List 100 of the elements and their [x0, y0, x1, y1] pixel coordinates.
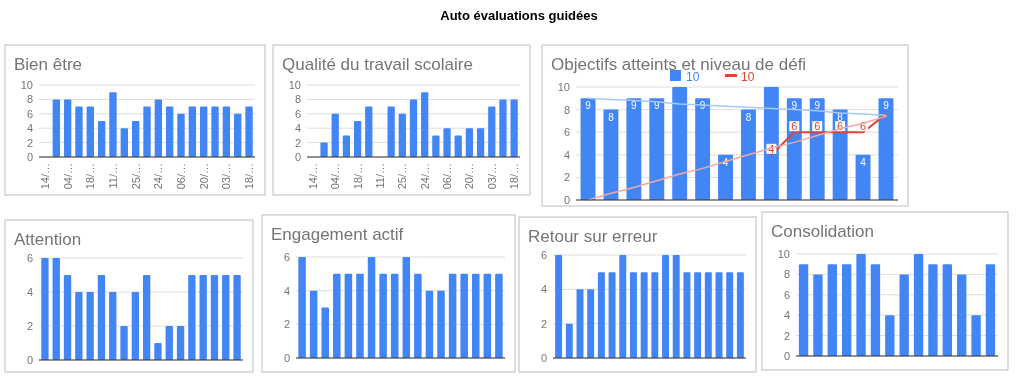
bar [353, 121, 362, 157]
bar [154, 343, 162, 360]
data-label: 9 [883, 100, 890, 112]
y-tick-label: 2 [783, 329, 790, 342]
y-tick-label: 4 [540, 283, 547, 296]
bar [704, 272, 712, 358]
bar [97, 121, 106, 157]
bar [321, 307, 329, 358]
bar [63, 99, 72, 157]
y-tick-label: 2 [563, 171, 570, 184]
bar [188, 275, 196, 360]
bar [120, 326, 128, 360]
bar [587, 289, 595, 358]
bar [75, 292, 83, 360]
bar [41, 258, 49, 360]
bar [409, 99, 418, 157]
bar [86, 292, 94, 360]
y-tick-label: 6 [283, 251, 290, 263]
bar [165, 106, 174, 157]
bar [662, 255, 670, 358]
bar [365, 106, 373, 157]
bar [342, 135, 351, 157]
bar [75, 106, 83, 157]
bar [200, 106, 208, 157]
y-tick-label: 4 [26, 286, 33, 298]
line-series [587, 115, 887, 201]
x-tick-label: 11/… [373, 163, 386, 189]
y-tick-label: 4 [26, 122, 33, 135]
bar [402, 257, 411, 358]
bar [421, 92, 429, 157]
y-tick-label: 2 [294, 136, 301, 149]
bar [488, 106, 496, 157]
x-tick-label: 14/… [38, 163, 51, 190]
bar [437, 290, 445, 358]
y-tick-label: 4 [294, 122, 301, 135]
y-tick-label: 2 [540, 317, 547, 330]
x-tick-label: 18/… [243, 163, 256, 190]
data-label: 9 [699, 100, 706, 112]
x-tick-label: 18/… [508, 163, 521, 190]
bar [626, 98, 642, 200]
bar [580, 98, 596, 200]
y-tick-label: 6 [26, 107, 33, 120]
bar [928, 264, 938, 356]
y-tick-label: 0 [294, 151, 301, 163]
bar [233, 275, 241, 360]
x-tick-label: 24/… [418, 163, 431, 190]
bar [143, 106, 151, 157]
bar [683, 272, 691, 358]
bar [443, 128, 451, 157]
bar [356, 273, 364, 358]
bar [109, 292, 117, 360]
chart-title: Consolidation [771, 222, 875, 241]
y-tick-label: 10 [288, 79, 301, 91]
bar [640, 272, 648, 358]
bar [695, 98, 711, 200]
bar [985, 264, 996, 356]
chart-title: Engagement actif [271, 225, 404, 244]
bar [971, 315, 981, 356]
bar [809, 98, 825, 200]
data-label: 8 [608, 111, 615, 123]
y-tick-label: 10 [557, 81, 570, 93]
bar [495, 273, 503, 358]
y-tick-label: 4 [283, 284, 290, 297]
bar [331, 113, 339, 157]
chart-title: Attention [14, 230, 82, 249]
y-tick-label: 10 [20, 79, 33, 91]
bar [899, 274, 909, 356]
bar [222, 106, 231, 157]
y-tick-label: 6 [783, 288, 790, 301]
bar [210, 275, 219, 360]
bar [63, 275, 72, 360]
bar [398, 113, 406, 157]
bar [298, 257, 306, 358]
data-label: 9 [631, 100, 638, 112]
bar [165, 326, 173, 360]
bar [454, 135, 462, 157]
y-tick-label: 0 [26, 354, 33, 366]
bar [472, 273, 480, 358]
bar [52, 99, 60, 157]
data-label: 4 [860, 156, 867, 168]
bar [320, 142, 328, 157]
y-tick-label: 0 [26, 151, 33, 163]
data-label: 8 [745, 111, 752, 123]
y-tick-label: 4 [563, 148, 570, 161]
data-label: 9 [791, 100, 798, 112]
bar [333, 273, 341, 358]
data-label: 6 [814, 120, 821, 133]
bar [694, 272, 702, 358]
y-tick-label: 2 [26, 320, 33, 332]
data-label: 9 [585, 100, 592, 112]
y-tick-label: 6 [294, 107, 301, 120]
y-tick-label: 6 [26, 252, 33, 264]
bar [483, 273, 492, 358]
bar [608, 272, 616, 358]
x-tick-label: 11/… [106, 163, 119, 189]
bar [86, 106, 94, 157]
bar [211, 106, 219, 157]
bar [309, 290, 318, 358]
y-tick-label: 8 [563, 103, 570, 116]
bar [726, 272, 734, 358]
